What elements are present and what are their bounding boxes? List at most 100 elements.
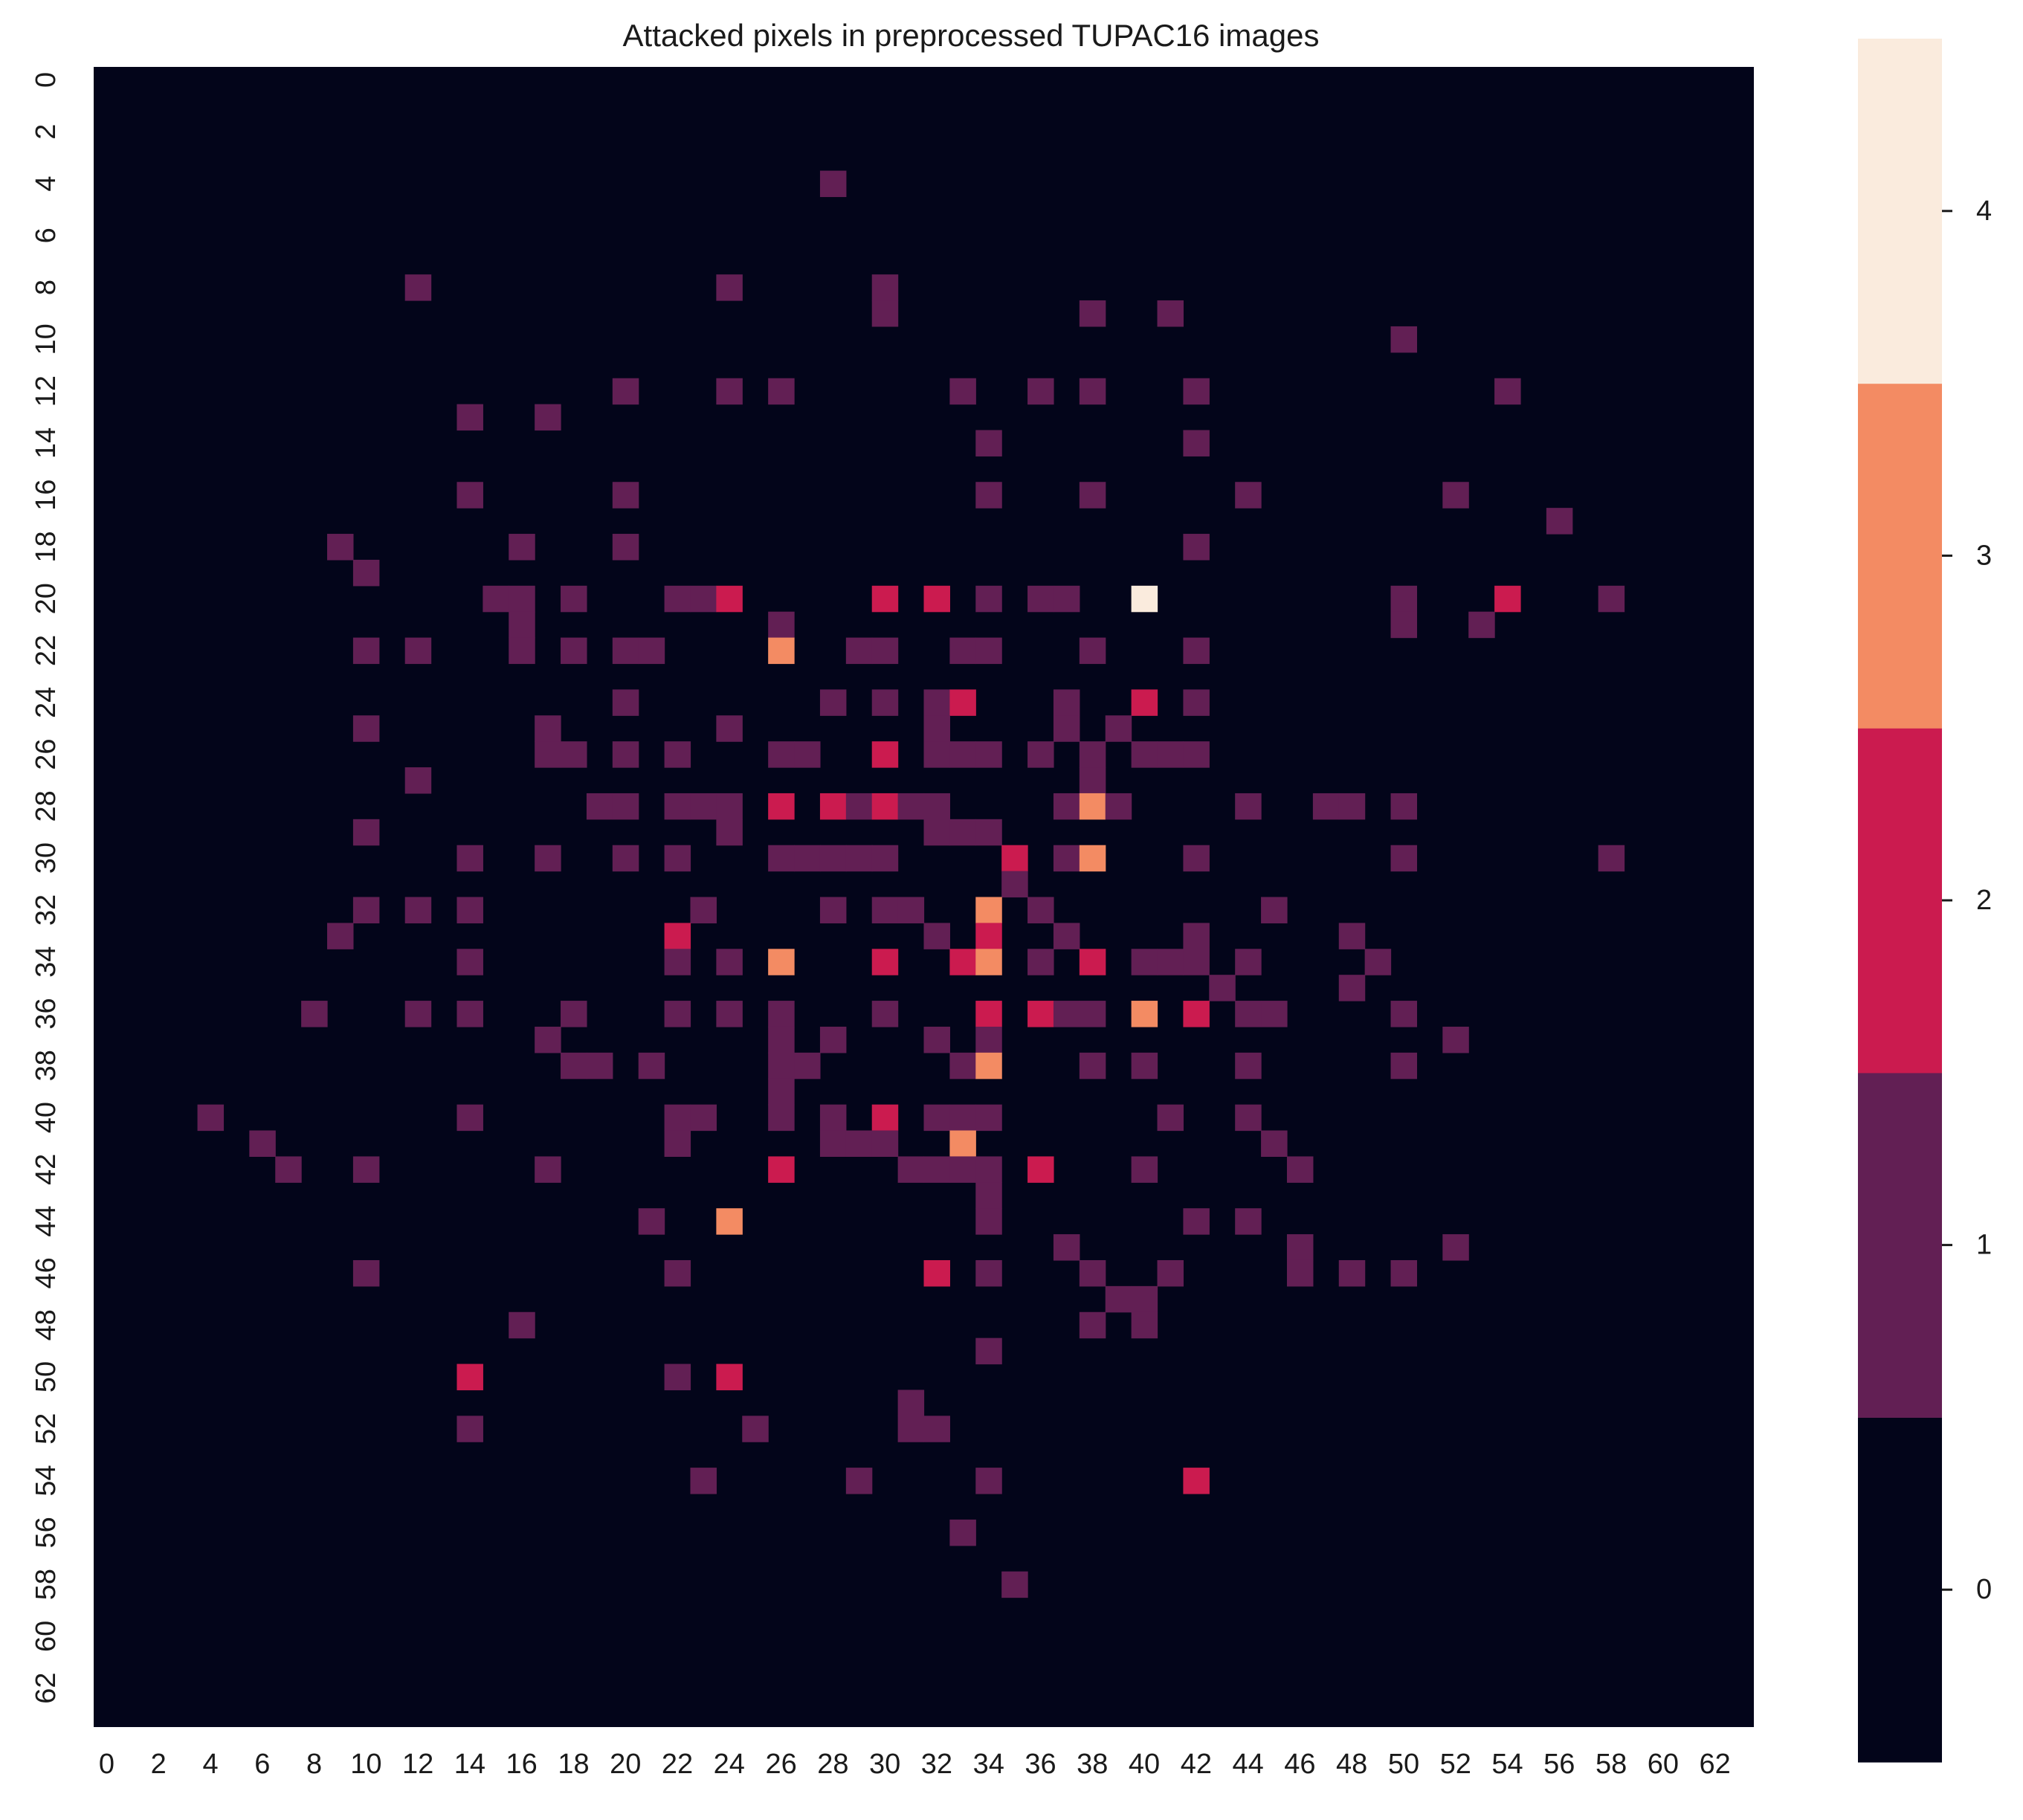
heatmap-cell — [352, 1259, 380, 1287]
y-tick-label: 36 — [30, 998, 62, 1029]
x-tick-label: 10 — [350, 1749, 381, 1780]
heatmap-cell — [1079, 300, 1106, 327]
heatmap-cell — [561, 1052, 587, 1080]
heatmap-cell — [975, 585, 1002, 613]
y-tick-label: 14 — [30, 427, 62, 459]
y-axis-ticks: 0246810121416182022242628303234363840424… — [30, 72, 62, 1704]
heatmap-cell — [975, 1182, 1002, 1209]
heatmap-cell — [561, 1001, 587, 1027]
heatmap-cell — [1131, 1156, 1158, 1183]
heatmap-cell — [768, 1104, 795, 1132]
heatmap-cell — [871, 1130, 899, 1158]
heatmap-cell — [742, 1416, 769, 1442]
heatmap-cell — [1079, 1052, 1106, 1080]
heatmap-cell — [456, 1364, 483, 1391]
heatmap-cell — [871, 793, 899, 820]
heatmap-cell — [949, 949, 976, 975]
y-tick-label: 10 — [30, 323, 62, 355]
heatmap-cell — [509, 637, 535, 665]
heatmap-cell — [1105, 793, 1132, 820]
heatmap-cell — [975, 923, 1002, 949]
heatmap-cell — [612, 637, 639, 665]
colorbar-tick-label: 2 — [1976, 885, 1992, 916]
heatmap-cell — [352, 897, 380, 923]
x-tick-label: 28 — [817, 1749, 848, 1780]
heatmap-cell — [1183, 689, 1210, 716]
x-tick-label: 46 — [1284, 1749, 1315, 1780]
heatmap-cell — [535, 845, 561, 872]
y-tick-label: 2 — [30, 124, 62, 140]
heatmap-cell — [1235, 1104, 1262, 1132]
heatmap-cell — [1053, 923, 1080, 949]
heatmap-cell — [456, 1001, 483, 1027]
heatmap-cell — [249, 1130, 276, 1158]
heatmap-cell — [1079, 1001, 1106, 1027]
x-tick-label: 48 — [1336, 1749, 1367, 1780]
y-tick-label: 6 — [30, 228, 62, 243]
heatmap-cell — [819, 689, 847, 716]
heatmap-cell — [1079, 767, 1106, 794]
heatmap-cell — [1053, 1001, 1080, 1027]
heatmap-cell — [897, 1390, 925, 1416]
y-tick-label: 54 — [30, 1465, 62, 1496]
x-tick-label: 44 — [1232, 1749, 1263, 1780]
heatmap-cell — [1286, 1156, 1314, 1183]
heatmap-cell — [1053, 1234, 1080, 1261]
heatmap-cell — [456, 1416, 483, 1442]
heatmap-cell — [716, 819, 743, 846]
x-tick-label: 32 — [921, 1749, 952, 1780]
heatmap-cell — [1131, 1052, 1158, 1080]
heatmap-cell — [561, 637, 587, 665]
heatmap-cell — [456, 404, 483, 431]
heatmap-cell — [1183, 1001, 1210, 1027]
heatmap-cell — [1027, 741, 1054, 768]
heatmap-cell — [871, 300, 899, 327]
x-tick-label: 52 — [1440, 1749, 1471, 1780]
heatmap-cell — [1027, 1001, 1054, 1027]
heatmap-cell — [1079, 949, 1106, 975]
heatmap-cell — [923, 1156, 950, 1183]
x-tick-label: 40 — [1129, 1749, 1160, 1780]
heatmap-cell — [1157, 1259, 1184, 1287]
heatmap-cell — [1131, 585, 1158, 613]
heatmap-cell — [456, 1104, 483, 1132]
heatmap-cell — [871, 897, 899, 923]
heatmap-cell — [535, 741, 561, 768]
colorbar-tick-label: 0 — [1976, 1574, 1992, 1605]
heatmap-cell — [819, 793, 847, 820]
heatmap-cell — [1131, 741, 1158, 768]
heatmap-cell — [327, 534, 354, 561]
heatmap-cell — [768, 611, 795, 639]
heatmap-cell — [1209, 975, 1236, 1001]
heatmap-cell — [1079, 482, 1106, 509]
heatmap-cell — [690, 897, 717, 923]
colorbar-segment — [1858, 1417, 1942, 1763]
heatmap-cell — [794, 1052, 821, 1080]
heatmap-cell — [871, 949, 899, 975]
heatmap-cell — [1390, 1052, 1418, 1080]
heatmap-cell — [1079, 637, 1106, 665]
heatmap-cell — [845, 1130, 873, 1158]
x-tick-label: 34 — [973, 1749, 1004, 1780]
heatmap-cell — [404, 1001, 432, 1027]
x-tick-label: 38 — [1077, 1749, 1108, 1780]
x-tick-label: 50 — [1388, 1749, 1419, 1780]
heatmap-cell — [301, 1001, 328, 1027]
heatmap-cell — [975, 1259, 1002, 1287]
heatmap-cell — [1079, 1259, 1106, 1287]
colorbar-segment — [1858, 728, 1942, 1074]
heatmap-cell — [975, 430, 1002, 456]
heatmap-cell — [845, 1468, 873, 1494]
heatmap-cell — [664, 1001, 691, 1027]
heatmap-cell — [352, 637, 380, 665]
heatmap-cell — [638, 637, 665, 665]
heatmap-cell — [664, 845, 691, 872]
heatmap-cell — [1235, 949, 1262, 975]
heatmap-cell — [1001, 845, 1028, 872]
x-tick-label: 24 — [714, 1749, 745, 1780]
heatmap-cell — [1261, 897, 1288, 923]
y-tick-label: 56 — [30, 1517, 62, 1548]
heatmap-cell — [923, 1104, 950, 1132]
heatmap-cell — [561, 585, 587, 613]
heatmap-cell — [975, 637, 1002, 665]
